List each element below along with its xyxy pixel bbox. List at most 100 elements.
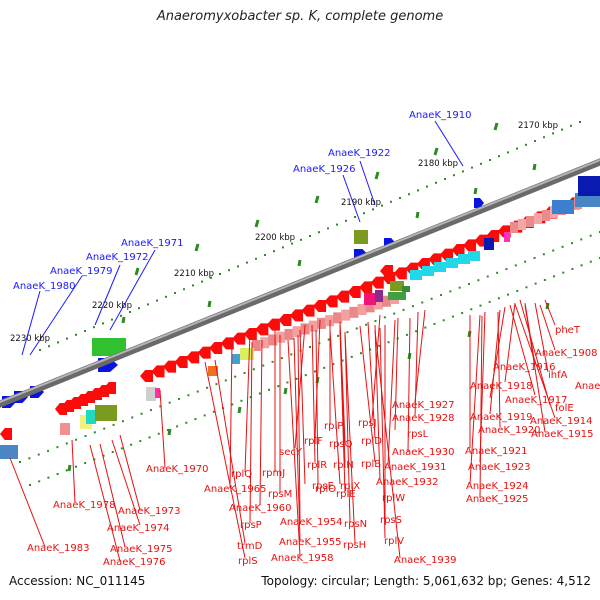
label-leader-line	[119, 434, 141, 511]
label-leader-line	[479, 315, 483, 499]
gene-band	[542, 210, 550, 221]
gene-label-reverse: AnaeK_1911	[575, 381, 600, 392]
minor-tick	[473, 187, 478, 195]
label-leader-line	[229, 339, 233, 489]
grid-dot	[496, 271, 499, 274]
grid-dot	[111, 451, 114, 454]
cds-reverse-arrow	[336, 290, 350, 303]
label-leader-line	[414, 309, 426, 403]
grid-dot	[112, 423, 115, 426]
label-lines-layer	[9, 120, 556, 562]
grid-dot	[471, 166, 473, 169]
kbp-tick-label: 2200 kbp	[255, 233, 295, 243]
gene-label-forward: AnaeK_1979	[50, 266, 112, 277]
label-leader-line	[297, 334, 301, 521]
grid-dot	[589, 260, 592, 263]
kbp-tick-label: 2180 kbp	[418, 159, 458, 169]
label-leader-line	[434, 120, 464, 167]
gene-label-reverse: rplF	[304, 436, 323, 447]
gene-label-forward: AnaeK_1910	[409, 110, 471, 121]
grid-dot	[273, 250, 275, 253]
gene-label-reverse: rplE	[336, 489, 356, 500]
grid-dot	[497, 297, 500, 300]
gene-label-reverse: AnaeK_1924	[466, 481, 528, 492]
grid-dot	[57, 341, 59, 344]
gene-cyan	[458, 254, 470, 264]
grid-dot	[264, 254, 266, 256]
grid-dot	[580, 238, 583, 241]
grid-dot	[237, 265, 239, 268]
backbone-line	[0, 158, 600, 408]
grid-dot	[74, 465, 77, 468]
grid-dot	[201, 280, 203, 283]
grid-dot	[206, 386, 209, 389]
grid-dot	[219, 273, 221, 275]
grid-dot	[231, 403, 234, 406]
gene-label-reverse: AnaeK_1919	[470, 412, 532, 423]
grid-dot	[399, 197, 401, 199]
grid-dot	[234, 375, 237, 378]
gene-blue-box	[575, 193, 600, 207]
grid-dot	[552, 132, 554, 135]
gene-label-reverse: secY	[279, 447, 303, 458]
gene-label-reverse: trmD	[237, 541, 263, 552]
cds-reverse-arrow	[163, 360, 177, 373]
gene-band	[365, 301, 375, 313]
gene-band	[534, 213, 542, 224]
grid-dot	[543, 278, 546, 281]
grid-dot	[505, 268, 508, 271]
gene-label-reverse: rpmJ	[262, 468, 285, 479]
grid-dot	[393, 312, 396, 315]
grid-dot	[354, 216, 356, 218]
gene-cyan	[446, 258, 458, 268]
minor-tick	[121, 316, 126, 324]
grid-dot	[102, 322, 104, 325]
gene-label-forward: AnaeK_1926	[293, 164, 355, 175]
label-leader-line	[497, 311, 501, 428]
gene-green-box	[92, 338, 126, 356]
gene-label-reverse: rpsE	[312, 481, 334, 492]
grid-dot	[378, 344, 381, 347]
gene-label-reverse: AnaeK_1914	[530, 416, 592, 427]
gene-band	[268, 334, 278, 346]
grid-dot	[327, 338, 330, 341]
cds-forward-arrow	[474, 198, 484, 208]
grid-dot	[48, 345, 50, 348]
label-leader-line	[249, 341, 253, 524]
gene-label-reverse: AnaeK_1974	[107, 523, 169, 534]
label-leader-line	[394, 317, 399, 431]
grid-dot	[489, 159, 491, 161]
grid-dot	[524, 260, 527, 263]
gene-label-forward: AnaeK_1971	[121, 238, 183, 249]
grid-dot	[461, 311, 464, 314]
gene-label-reverse: AnaeK_1958	[271, 553, 333, 564]
grid-dot	[430, 297, 433, 300]
grid-dot	[507, 293, 510, 296]
grid-dot	[580, 264, 583, 267]
gene-label-reverse: AnaeK_1983	[27, 543, 89, 554]
grid-dot	[405, 333, 408, 336]
grid-dot	[84, 462, 87, 465]
grid-dot	[19, 461, 21, 463]
label-leader-line	[379, 327, 386, 539]
label-leader-line	[544, 299, 556, 326]
grid-dot	[442, 319, 445, 322]
grid-dot	[47, 449, 50, 452]
cds-reverse-arrow	[220, 337, 234, 350]
gene-cyan	[410, 270, 422, 280]
grid-dot	[542, 253, 545, 256]
grid-dot	[579, 121, 581, 123]
major-tick	[433, 147, 439, 156]
grid-dot	[426, 185, 428, 188]
gene-label-reverse: rpsM	[268, 489, 292, 500]
grid-dot	[120, 314, 122, 317]
minor-tick	[237, 406, 242, 414]
cds-reverse-arrow	[313, 300, 327, 312]
gene-label-reverse: rpsL	[407, 429, 429, 440]
grid-dot	[479, 304, 482, 307]
gene-band	[364, 293, 376, 305]
kbp-tick-label: 2230 kbp	[10, 334, 50, 344]
gene-label-reverse: rpsP	[240, 520, 262, 531]
grid-dot	[415, 330, 418, 333]
